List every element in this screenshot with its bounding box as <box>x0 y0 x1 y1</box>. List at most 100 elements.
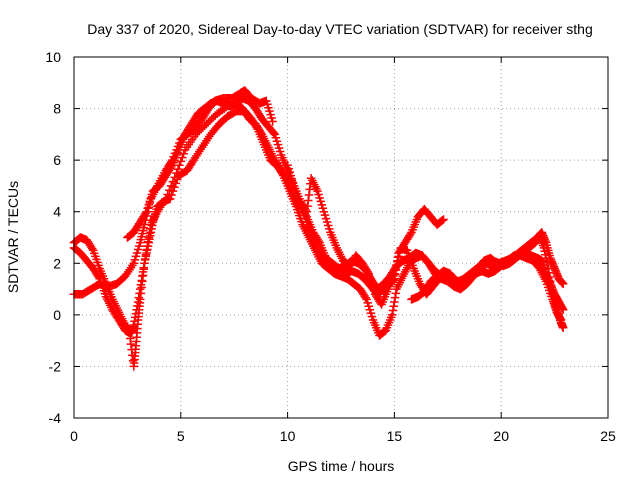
data-point <box>166 181 176 191</box>
data-point <box>263 100 272 109</box>
series-track-f <box>407 251 566 325</box>
data-point <box>271 133 281 143</box>
data-point <box>325 224 334 234</box>
y-axis-label: SDTVAR / TECUs <box>5 181 21 293</box>
data-point <box>171 179 181 188</box>
data-point <box>323 221 333 230</box>
data-point <box>365 305 375 314</box>
y-tick-label: 4 <box>53 204 61 220</box>
data-point <box>172 175 182 184</box>
x-tick-label: 25 <box>600 428 616 444</box>
data-point <box>274 143 284 153</box>
y-tick-label: 2 <box>53 255 61 271</box>
data-point <box>146 193 156 203</box>
y-tick-label: 0 <box>53 307 61 323</box>
x-axis-label: GPS time / hours <box>288 458 395 474</box>
data-point <box>165 194 175 204</box>
data-point <box>367 279 377 289</box>
x-tick-label: 15 <box>387 428 403 444</box>
y-tick-labels: -4 -2 0 2 4 6 8 10 <box>45 49 61 426</box>
data-point <box>287 174 297 184</box>
data-point <box>269 128 278 138</box>
data-point <box>167 190 176 200</box>
grid <box>74 57 608 418</box>
data-point <box>321 214 331 223</box>
data-point <box>556 315 566 325</box>
data-point <box>368 283 378 292</box>
y-tick-label: -4 <box>49 410 62 426</box>
y-tick-label: 8 <box>53 101 61 117</box>
y-tick-label: 10 <box>45 49 61 65</box>
data-point <box>316 197 325 206</box>
data-point <box>313 186 322 196</box>
data-point <box>284 164 293 173</box>
data-point <box>144 200 154 210</box>
data-point <box>175 161 184 170</box>
data-point <box>363 298 372 308</box>
y-tick-label: -2 <box>49 358 62 374</box>
data-point <box>314 190 323 199</box>
x-tick-label: 10 <box>280 428 296 444</box>
data-point <box>272 136 282 146</box>
data-point <box>286 171 296 180</box>
data-point <box>322 217 332 227</box>
data-point <box>558 279 568 289</box>
data-point <box>369 286 379 296</box>
data-point <box>264 103 273 112</box>
data-point <box>392 260 401 270</box>
data-point <box>391 265 400 274</box>
data-point <box>129 259 139 268</box>
data-point <box>268 117 277 126</box>
data-point <box>317 200 327 210</box>
data-point <box>168 186 178 196</box>
data-point <box>390 269 399 278</box>
data-point <box>261 96 271 106</box>
data-point <box>270 130 280 139</box>
data-point <box>320 210 330 220</box>
data-point <box>134 241 144 251</box>
chart-title: Day 337 of 2020, Sidereal Day-to-day VTE… <box>87 21 593 37</box>
data-point <box>179 149 188 158</box>
data-point <box>170 182 179 192</box>
data-point <box>365 272 375 282</box>
data-point <box>362 295 371 304</box>
data-point <box>318 204 328 213</box>
data-point <box>438 216 447 225</box>
data-point <box>147 190 157 199</box>
axis-ticks <box>73 56 609 419</box>
data-point <box>165 185 174 195</box>
data-point <box>132 248 142 258</box>
plot-frame <box>73 56 609 419</box>
data-point <box>145 197 155 206</box>
data-point <box>558 323 568 332</box>
data-point <box>131 252 141 261</box>
x-tick-label: 0 <box>70 428 78 444</box>
data-point <box>275 147 285 156</box>
x-tick-label: 20 <box>493 428 509 444</box>
data-point <box>143 204 152 213</box>
data-point <box>364 302 374 311</box>
data-point <box>267 113 276 123</box>
data-point <box>142 207 151 216</box>
x-tick-label: 5 <box>177 428 185 444</box>
data-point <box>285 167 294 177</box>
data-point <box>265 106 274 116</box>
data-point <box>283 161 292 170</box>
data-point <box>367 312 377 321</box>
data-point <box>133 245 143 254</box>
y-tick-label: 6 <box>53 152 61 168</box>
data-point <box>393 256 402 265</box>
data-point <box>266 110 275 119</box>
x-tick-labels: 0 5 10 15 20 25 <box>70 428 616 444</box>
data-point <box>319 207 329 216</box>
data-point <box>439 215 448 224</box>
data-point <box>315 193 324 203</box>
data-point <box>301 214 311 223</box>
data-point <box>366 276 376 285</box>
data-point <box>288 178 298 187</box>
data-point <box>176 157 186 166</box>
data-points <box>69 86 568 371</box>
data-point <box>366 308 376 318</box>
data-point <box>273 140 283 149</box>
